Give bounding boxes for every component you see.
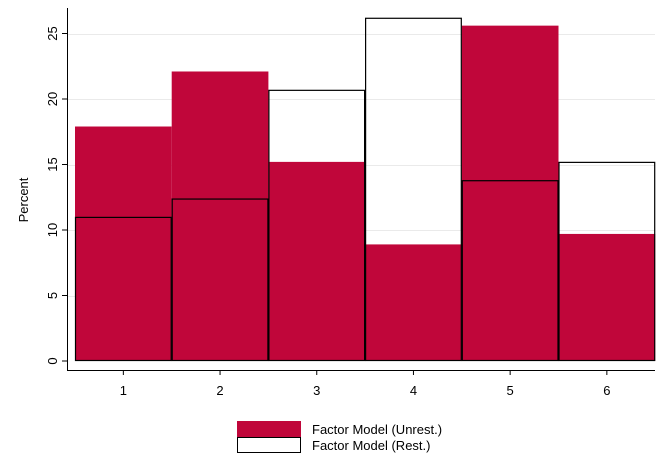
x-tick-label: 4 [410,383,417,398]
legend-label-restricted: Factor Model (Rest.) [312,438,430,453]
bar-restricted [74,216,172,362]
bar-restricted [268,89,366,362]
bar-restricted [461,180,559,362]
series-unrestricted-bars [75,25,656,362]
y-axis-label: Percent [16,177,31,222]
bar-restricted [558,161,656,362]
y-tick-label: 5 [45,292,60,299]
legend: Factor Model (Unrest.) Factor Model (Res… [237,421,442,453]
bar-unrestricted [365,244,462,361]
x-tick-label: 6 [603,383,610,398]
y-tick-label: 25 [45,26,60,40]
series-restricted-bars [74,17,656,362]
legend-label-unrestricted: Factor Model (Unrest.) [312,422,442,437]
y-tick-label: 15 [45,157,60,171]
bar-unrestricted [75,126,172,361]
x-tick-label: 3 [313,383,320,398]
legend-swatch-restricted [237,437,301,453]
bar-unrestricted [558,233,656,361]
x-tick-label: 2 [216,383,223,398]
bar-unrestricted [461,25,559,361]
y-tick-label: 0 [45,357,60,364]
bar-unrestricted [171,71,269,362]
x-tick-label: 1 [120,383,127,398]
bar-unrestricted [268,161,366,361]
bar-restricted [171,198,269,362]
x-tick-label: 5 [507,383,514,398]
legend-swatch-unrestricted [237,421,301,437]
bar-restricted [365,17,462,362]
y-tick-label: 10 [45,223,60,237]
y-tick-label: 20 [45,92,60,106]
axes: 0 5 10 15 20 25 1 2 3 4 5 6 [45,8,655,398]
